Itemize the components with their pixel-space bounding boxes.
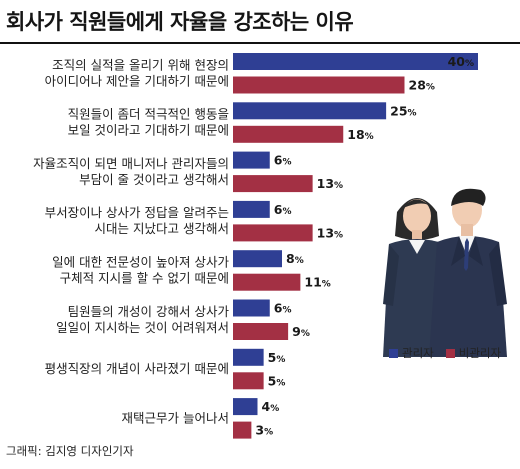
value-label: 8% [286, 251, 304, 266]
bar-nonmanager [233, 224, 313, 242]
value-label: 6% [274, 301, 292, 316]
legend: 관리자 비관리자 [389, 345, 501, 361]
bar-nonmanager [233, 273, 301, 291]
value-label: 13% [317, 225, 343, 240]
category-label: 시대는 지났다고 생각해서 [95, 221, 229, 236]
category-label: 평생직장의 개념이 사라졌기 때문에 [45, 361, 229, 376]
category-label: 구체적 지시를 할 수 없기 때문에 [60, 270, 229, 285]
bar-manager [233, 200, 270, 218]
bar-manager [233, 299, 270, 317]
value-label: 18% [347, 127, 373, 142]
bar-nonmanager [233, 323, 289, 340]
value-label: 28% [409, 78, 435, 93]
legend-swatch-nonmanager [445, 348, 455, 358]
value-label: 13% [317, 176, 343, 191]
category-label: 부담이 줄 것이라고 생각해서 [79, 172, 229, 187]
value-label: 25% [390, 103, 416, 118]
bar-manager [233, 398, 258, 416]
bar-nonmanager [233, 372, 264, 390]
category-label: 조직의 실적을 올리기 위해 현장의 [52, 57, 229, 72]
legend-swatch-manager [389, 348, 398, 358]
two-office-workers-illustration [383, 188, 507, 357]
graphic-credit: 그래픽: 김지영 디자인기자 [6, 444, 134, 458]
category-label: 부서장이나 상사가 정답을 알려주는 [45, 205, 229, 220]
legend-label-manager: 관리자 [402, 346, 434, 360]
legend-label-nonmanager: 비관리자 [458, 346, 502, 360]
category-label: 직원들이 좀더 적극적인 행동을 [68, 107, 229, 122]
value-label: 5% [268, 350, 286, 365]
legend-manager: 관리자 [389, 345, 434, 361]
value-label: 6% [274, 202, 292, 217]
title-rule [0, 42, 520, 44]
bar-nonmanager [233, 125, 344, 143]
legend-nonmanager: 비관리자 [445, 345, 502, 361]
category-label: 팀원들의 개성이 강해서 상사가 [68, 304, 230, 319]
category-label: 아이디어나 제안을 기대하기 때문에 [45, 73, 229, 88]
bar-manager [233, 250, 282, 268]
category-label: 일에 대한 전문성이 높아져 상사가 [52, 254, 229, 269]
bar-manager [233, 53, 478, 70]
bar-nonmanager [233, 175, 313, 193]
category-label: 자율조직이 되면 매니저나 관리자들의 [33, 156, 229, 171]
man-figure [429, 188, 507, 357]
chart-title: 회사가 직원들에게 자율을 강조하는 이유 [6, 10, 354, 34]
value-label: 6% [274, 153, 292, 168]
value-label: 3% [255, 423, 273, 438]
value-label: 11% [304, 275, 330, 290]
bar-manager [233, 151, 270, 169]
bar-nonmanager [233, 421, 252, 439]
category-label: 일일이 지시하는 것이 어려워져서 [56, 320, 229, 335]
bar-nonmanager [233, 76, 405, 94]
category-label: 보일 것이라고 기대하기 때문에 [68, 123, 229, 138]
value-label: 4% [262, 399, 280, 414]
category-label: 재택근무가 늘어나서 [122, 410, 229, 425]
bar-manager [233, 102, 387, 120]
value-label: 40% [448, 54, 474, 69]
value-label: 5% [268, 373, 286, 388]
bar-manager [233, 348, 264, 366]
value-label: 9% [292, 324, 310, 339]
